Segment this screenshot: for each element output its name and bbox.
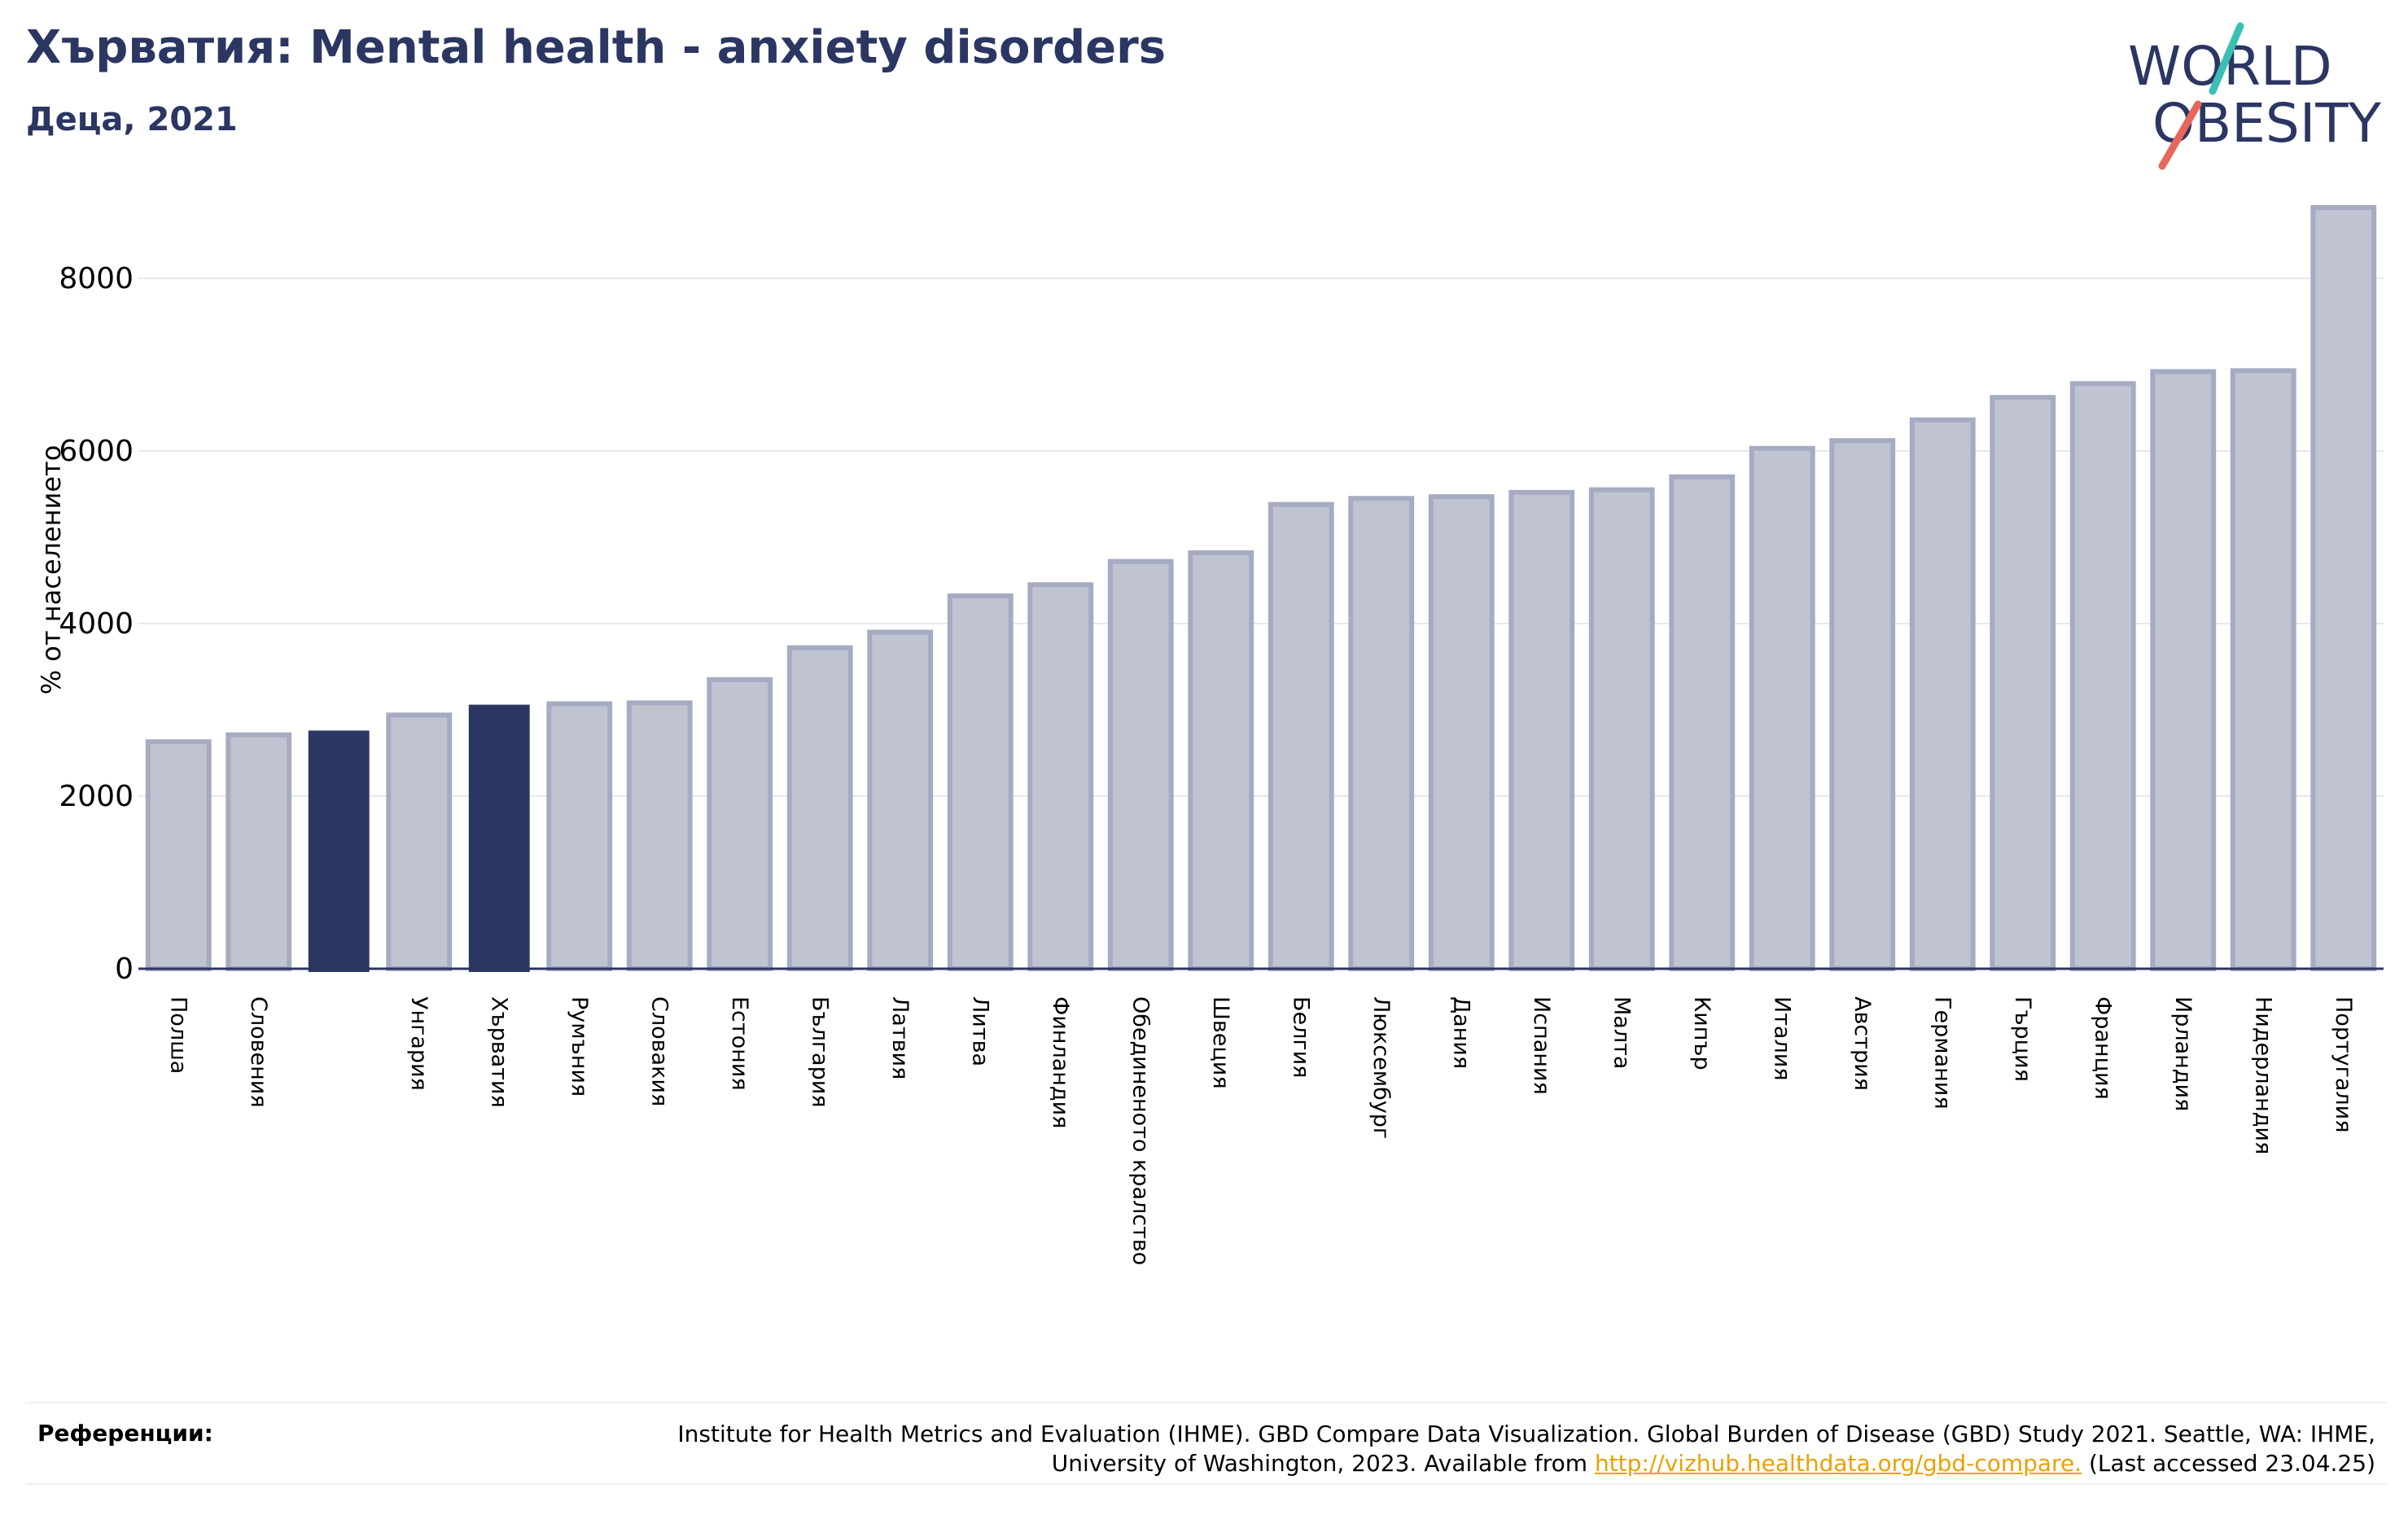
bar <box>2150 369 2217 971</box>
y-tick-label: 2000 <box>59 780 134 813</box>
bar <box>1749 445 1815 971</box>
bar <box>1188 550 1254 971</box>
y-tick-label: 6000 <box>59 435 134 468</box>
x-tick-label: Хърватия <box>486 996 511 1108</box>
x-tick-label: Полша <box>165 996 190 1074</box>
bar <box>786 645 853 971</box>
x-tick-label: Литва <box>967 996 992 1066</box>
world-obesity-logo: WORLD OBESITY <box>2128 22 2382 170</box>
bar <box>1909 417 1976 971</box>
x-tick-label: Австрия <box>1850 996 1875 1091</box>
bar <box>308 730 370 972</box>
x-tick-label: Люксембург <box>1368 996 1394 1139</box>
bar <box>1428 494 1495 971</box>
x-tick-label: Словения <box>246 996 271 1108</box>
x-tick-label: Швеция <box>1208 996 1233 1089</box>
y-tick-label: 8000 <box>59 262 134 296</box>
bar <box>546 701 613 971</box>
x-tick-label: Испания <box>1529 996 1554 1095</box>
bar <box>707 676 773 971</box>
x-tick-label: Латвия <box>887 996 913 1079</box>
bar <box>2230 368 2296 972</box>
references-body: Institute for Health Metrics and Evaluat… <box>677 1421 2375 1477</box>
bar <box>1107 558 1174 972</box>
x-tick-label: Малта <box>1609 996 1634 1069</box>
references-suffix: (Last accessed 23.04.25) <box>2082 1450 2375 1477</box>
references-link[interactable]: http://vizhub.healthdata.org/gbd-compare… <box>1594 1450 2082 1477</box>
x-tick-label: Германия <box>1929 996 1955 1110</box>
bar <box>145 739 212 972</box>
bar <box>867 629 934 971</box>
chart-title: Хърватия: Mental health - anxiety disord… <box>26 21 1167 74</box>
x-tick-label: Нидерландия <box>2250 996 2275 1154</box>
bar <box>386 712 453 971</box>
x-tick-label: Естония <box>727 996 752 1091</box>
x-tick-label: Кипър <box>1689 996 1714 1070</box>
y-tick-label: 4000 <box>59 607 134 641</box>
bar <box>1027 582 1094 971</box>
bar <box>225 732 292 971</box>
x-tick-label: Белгия <box>1288 996 1313 1078</box>
bar <box>2310 205 2377 971</box>
bar-chart: 0 2000 4000 6000 8000 % от населението Полша Сл… <box>36 205 2384 1265</box>
bar <box>1669 474 1736 971</box>
x-tick-label: Словакия <box>646 996 672 1106</box>
x-tick-label: Франция <box>2090 996 2115 1100</box>
x-tick-label: България <box>807 996 832 1108</box>
x-tick-label: Финландия <box>1048 996 1073 1128</box>
logo-slash-coral <box>2158 100 2202 170</box>
bar <box>1348 496 1415 971</box>
bar <box>1990 395 2056 971</box>
references-bottom-divider <box>26 1483 2387 1485</box>
bar <box>1267 501 1334 971</box>
x-tick-label: Ирландия <box>2170 996 2196 1111</box>
x-tick-label: Дания <box>1448 996 1473 1069</box>
y-axis-label: % от населението <box>36 445 67 695</box>
y-tick-label: 0 <box>115 952 134 986</box>
bar <box>1588 487 1655 971</box>
x-tick-label: Обединеното кралство <box>1127 996 1153 1265</box>
bar <box>2069 381 2136 972</box>
x-tick-label: Италия <box>1769 996 1794 1081</box>
x-tick-label: Португалия <box>2331 996 2356 1132</box>
bar <box>947 593 1014 972</box>
bar <box>1508 489 1575 971</box>
bar <box>1829 438 1896 971</box>
references-text: Institute for Health Metrics and Evaluat… <box>584 1420 2375 1478</box>
x-tick-label: Унгария <box>406 996 431 1091</box>
chart-subtitle: Деца, 2021 <box>26 101 238 138</box>
references-top-divider <box>26 1402 2387 1403</box>
references-label: Референции: <box>37 1420 213 1447</box>
x-tick-label: Гърция <box>2010 996 2035 1082</box>
bar <box>468 704 530 972</box>
x-tick-label: Румъния <box>567 996 592 1097</box>
logo-slash-teal <box>2209 22 2244 95</box>
bar <box>626 700 693 971</box>
